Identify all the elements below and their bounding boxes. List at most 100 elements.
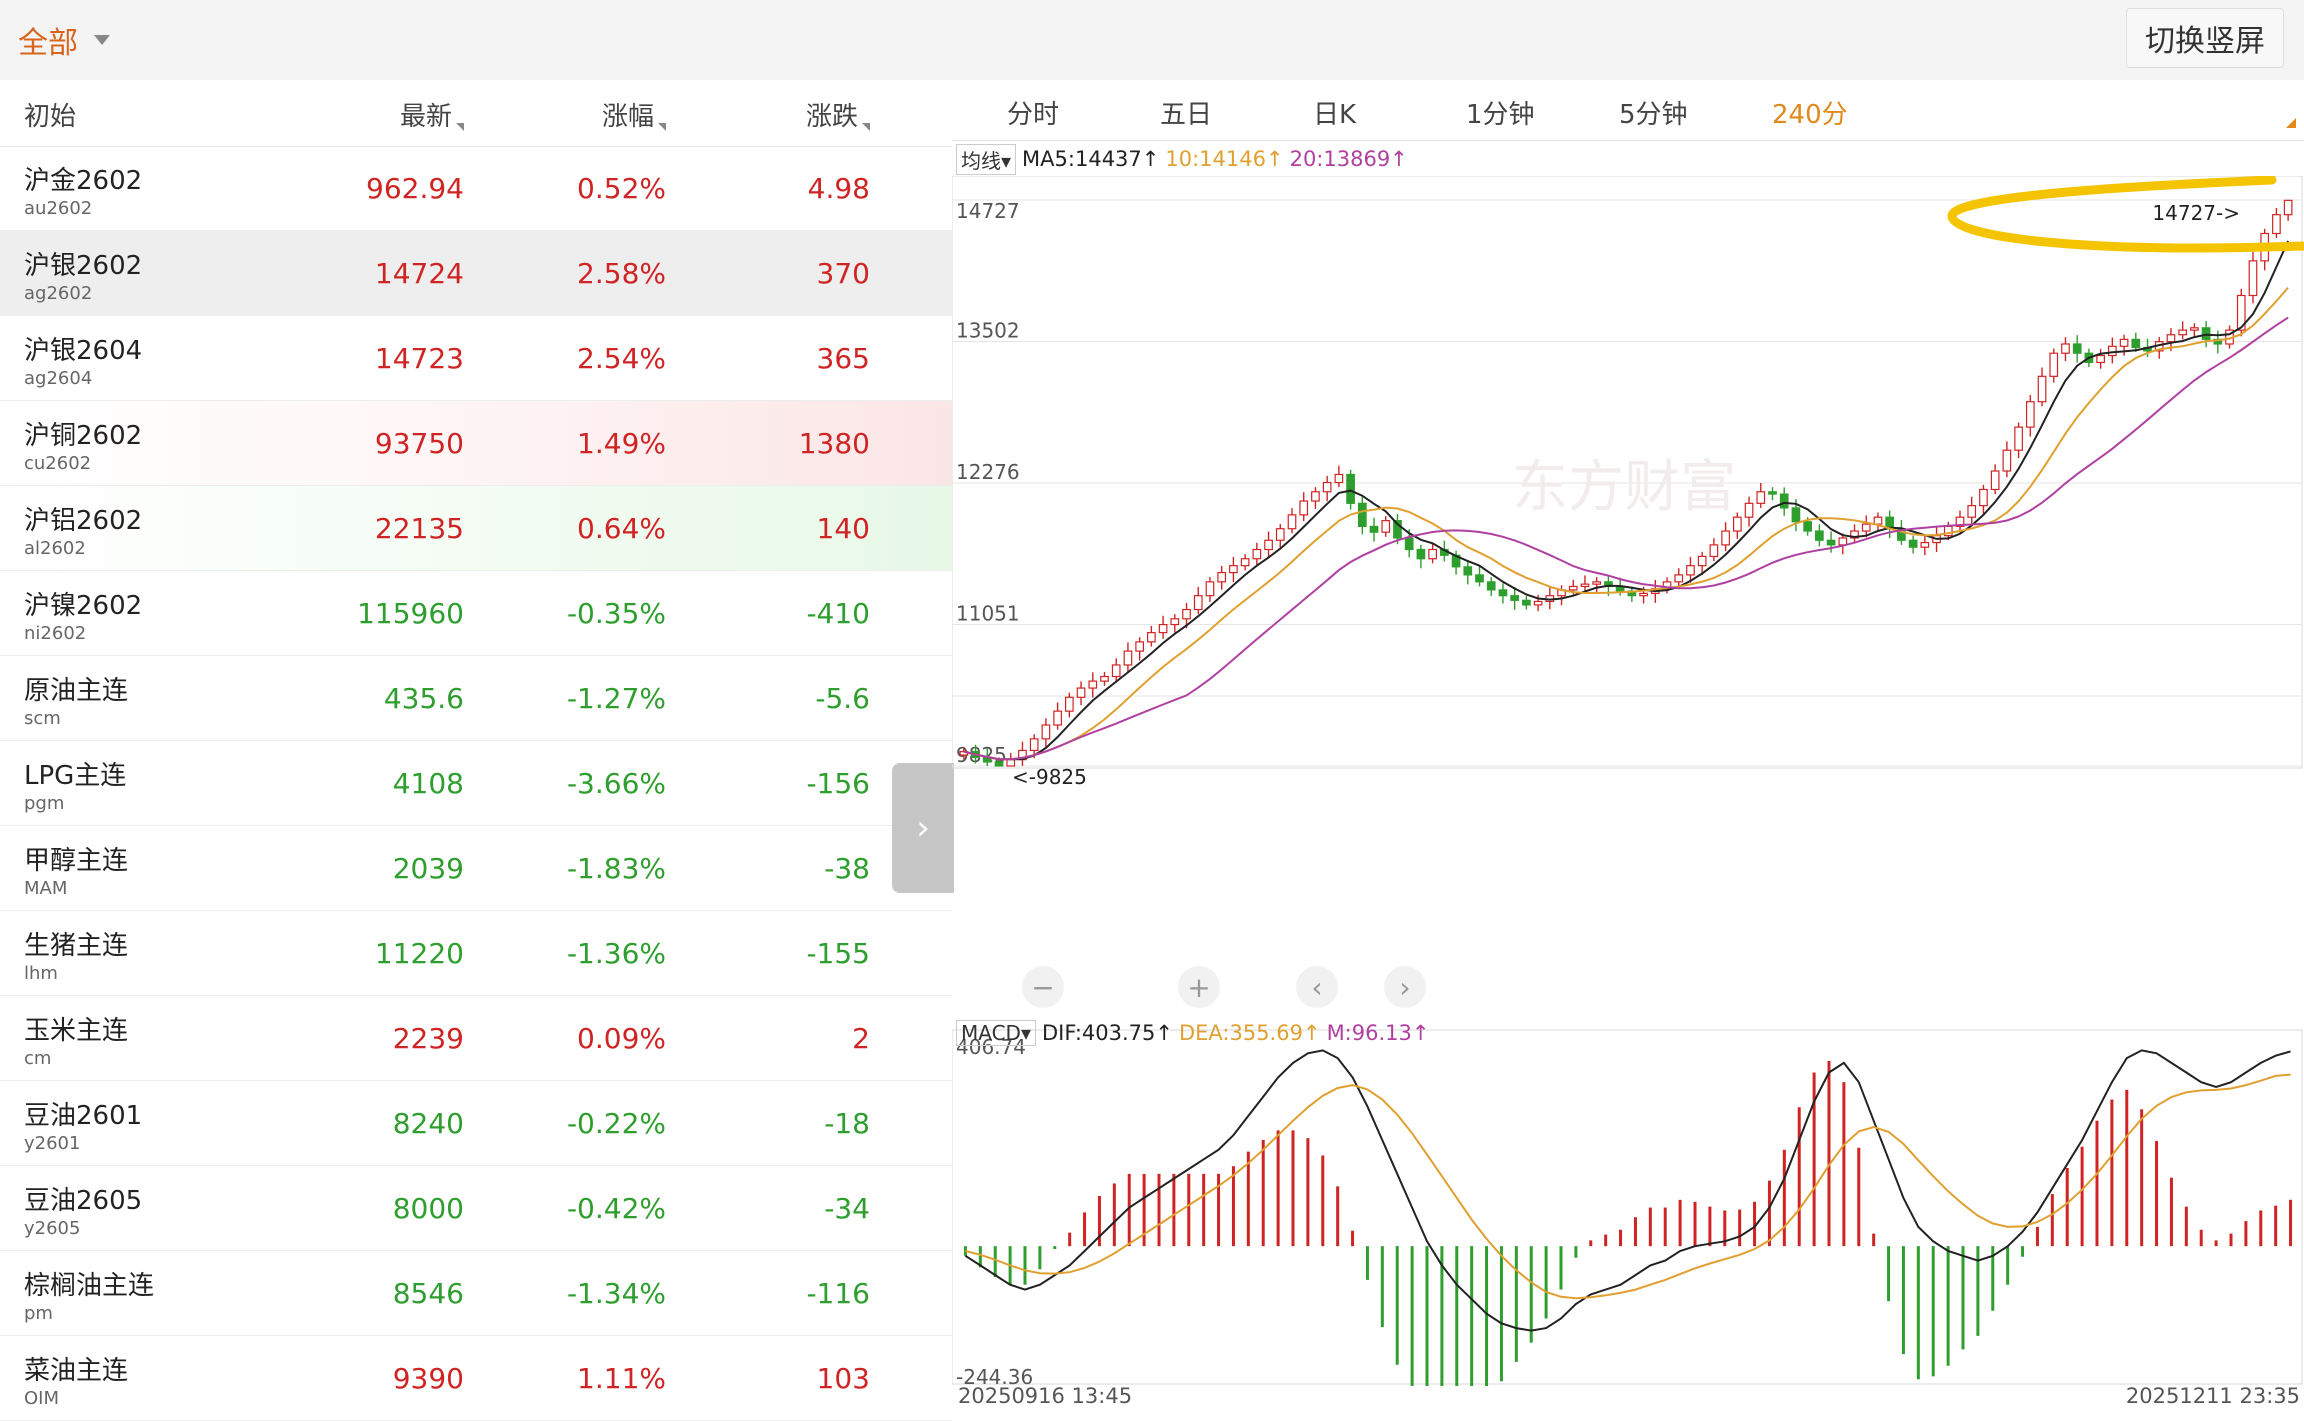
macd-select[interactable]: MACD▾ — [956, 1020, 1036, 1046]
candle-body — [1335, 474, 1343, 482]
candle-body — [1253, 550, 1261, 559]
candle-body — [2167, 335, 2175, 342]
tab-period[interactable]: 1分钟 — [1466, 94, 1535, 131]
change-value: -156 — [806, 767, 870, 800]
candle-body — [2191, 328, 2199, 330]
date-axis: 20250916 13:45 20251211 23:35 — [952, 1384, 2304, 1414]
change-value: 4.98 — [808, 172, 870, 205]
tab-period[interactable]: 日K — [1313, 94, 1356, 131]
tab-period[interactable]: 5分钟 — [1619, 94, 1688, 131]
zoom-out-button[interactable]: − — [1022, 966, 1064, 1008]
candle-body — [1183, 610, 1191, 619]
last-price: 962.94 — [366, 172, 464, 205]
category-dropdown[interactable]: 全部 — [18, 18, 110, 62]
tab-period[interactable]: 分时 — [1007, 94, 1059, 131]
scroll-left-button[interactable]: ‹ — [1296, 966, 1338, 1008]
tab-period[interactable]: 五日 — [1160, 94, 1212, 131]
candle-body — [1171, 619, 1179, 625]
candle-body — [1148, 633, 1156, 642]
candle-body — [1405, 538, 1413, 550]
period-tabs: 分时 五日 日K 1分钟 5分钟 240分 — [952, 80, 2304, 141]
candlestick-chart[interactable]: 147271350212276110519825东方财富14727-><-982… — [952, 176, 2304, 1386]
quote-row[interactable]: 棕榈油主连 pm 8546 -1.34% -116 — [0, 1251, 952, 1336]
candle-body — [2073, 344, 2081, 353]
candle-body — [1722, 531, 1730, 545]
candle-body — [1804, 522, 1812, 531]
max-price-marker: 14727-> — [2152, 201, 2240, 225]
sort-icon — [456, 123, 464, 131]
candle-body — [2120, 339, 2128, 346]
candle-body — [1874, 517, 1882, 524]
change-value: -5.6 — [815, 682, 870, 715]
candle-body — [2062, 344, 2070, 353]
column-chg-label: 涨跌 — [806, 102, 858, 132]
ma10-value: 10:14146↑ — [1165, 147, 1283, 171]
candle-body — [2179, 330, 2187, 335]
quote-row[interactable]: 玉米主连 cm 2239 0.09% 2 — [0, 996, 952, 1081]
quote-row[interactable]: 豆油2601 y2601 8240 -0.22% -18 — [0, 1081, 952, 1166]
quote-list-panel: 初始 最新 涨幅 涨跌 沪金2602 au2602 962.94 0.52% 4.98 沪… — [0, 80, 952, 1414]
macd-m-value: M:96.13↑ — [1327, 1021, 1430, 1045]
top-bar: 全部 切换竖屏 — [0, 0, 2304, 80]
column-pct[interactable]: 涨幅 — [602, 96, 666, 133]
last-price: 4108 — [393, 767, 464, 800]
candle-body — [1218, 573, 1226, 582]
quote-row[interactable]: 菜油主连 OIM 9390 1.11% 103 — [0, 1336, 952, 1421]
candle-body — [1124, 651, 1132, 665]
zoom-in-button[interactable]: + — [1178, 966, 1220, 1008]
quote-row[interactable]: 沪金2602 au2602 962.94 0.52% 4.98 — [0, 146, 952, 231]
instrument-code: pm — [24, 1303, 53, 1324]
chevron-down-icon — [94, 35, 110, 45]
change-percent: -1.36% — [567, 937, 666, 970]
quote-row[interactable]: 生猪主连 lhm 11220 -1.36% -155 — [0, 911, 952, 996]
candle-body — [1980, 489, 1988, 505]
instrument-name: 菜油主连 — [24, 1350, 128, 1387]
expand-list-button[interactable]: › — [892, 763, 954, 893]
quote-row[interactable]: 沪银2602 ag2602 14724 2.58% 370 — [0, 231, 952, 316]
change-percent: 1.11% — [577, 1362, 666, 1395]
macd-dea-value: DEA:355.69↑ — [1179, 1021, 1321, 1045]
quote-row[interactable]: 豆油2605 y2605 8000 -0.42% -34 — [0, 1166, 952, 1251]
change-percent: -0.22% — [567, 1107, 666, 1140]
last-price: 2239 — [393, 1022, 464, 1055]
instrument-code: cu2602 — [24, 453, 91, 474]
quote-row[interactable]: 沪银2604 ag2604 14723 2.54% 365 — [0, 316, 952, 401]
candle-body — [1687, 566, 1695, 575]
change-value: -38 — [824, 852, 870, 885]
candle-body — [1523, 600, 1531, 605]
highlight-annotation — [1952, 180, 2304, 248]
quote-row[interactable]: LPG主连 pgm 4108 -3.66% -156 — [0, 741, 952, 826]
indicator-select[interactable]: 均线▾ — [956, 144, 1016, 175]
candle-body — [1359, 503, 1367, 526]
candle-body — [1511, 596, 1519, 601]
quote-row[interactable]: 沪镍2602 ni2602 115960 -0.35% -410 — [0, 571, 952, 656]
candle-body — [1159, 625, 1167, 633]
candle-body — [2015, 427, 2023, 450]
candle-body — [995, 762, 1003, 766]
change-value: 370 — [817, 257, 870, 290]
instrument-name: 沪金2602 — [24, 160, 142, 197]
tab-period[interactable]: 240分 — [1772, 94, 1848, 131]
change-percent: 0.09% — [577, 1022, 666, 1055]
column-chg[interactable]: 涨跌 — [806, 96, 870, 133]
change-value: 103 — [817, 1362, 870, 1395]
candle-body — [1792, 508, 1800, 522]
quote-row[interactable]: 沪铜2602 cu2602 93750 1.49% 1380 — [0, 401, 952, 486]
candle-body — [1839, 538, 1847, 545]
scroll-right-button[interactable]: › — [1384, 966, 1426, 1008]
last-price: 8546 — [393, 1277, 464, 1310]
instrument-code: scm — [24, 708, 61, 729]
candle-body — [2273, 215, 2281, 234]
switch-portrait-button[interactable]: 切换竖屏 — [2126, 8, 2284, 68]
last-price: 2039 — [393, 852, 464, 885]
column-name[interactable]: 初始 — [24, 96, 76, 133]
column-last[interactable]: 最新 — [400, 96, 464, 133]
macd-frame — [952, 1030, 2302, 1384]
quote-row[interactable]: 沪铝2602 al2602 22135 0.64% 140 — [0, 486, 952, 571]
ma20-value: 20:13869↑ — [1290, 147, 1408, 171]
quote-row[interactable]: 甲醇主连 MAM 2039 -1.83% -38 — [0, 826, 952, 911]
candle-body — [2249, 261, 2257, 296]
last-price: 8000 — [393, 1192, 464, 1225]
quote-row[interactable]: 原油主连 scm 435.6 -1.27% -5.6 — [0, 656, 952, 741]
change-percent: 2.54% — [577, 342, 666, 375]
